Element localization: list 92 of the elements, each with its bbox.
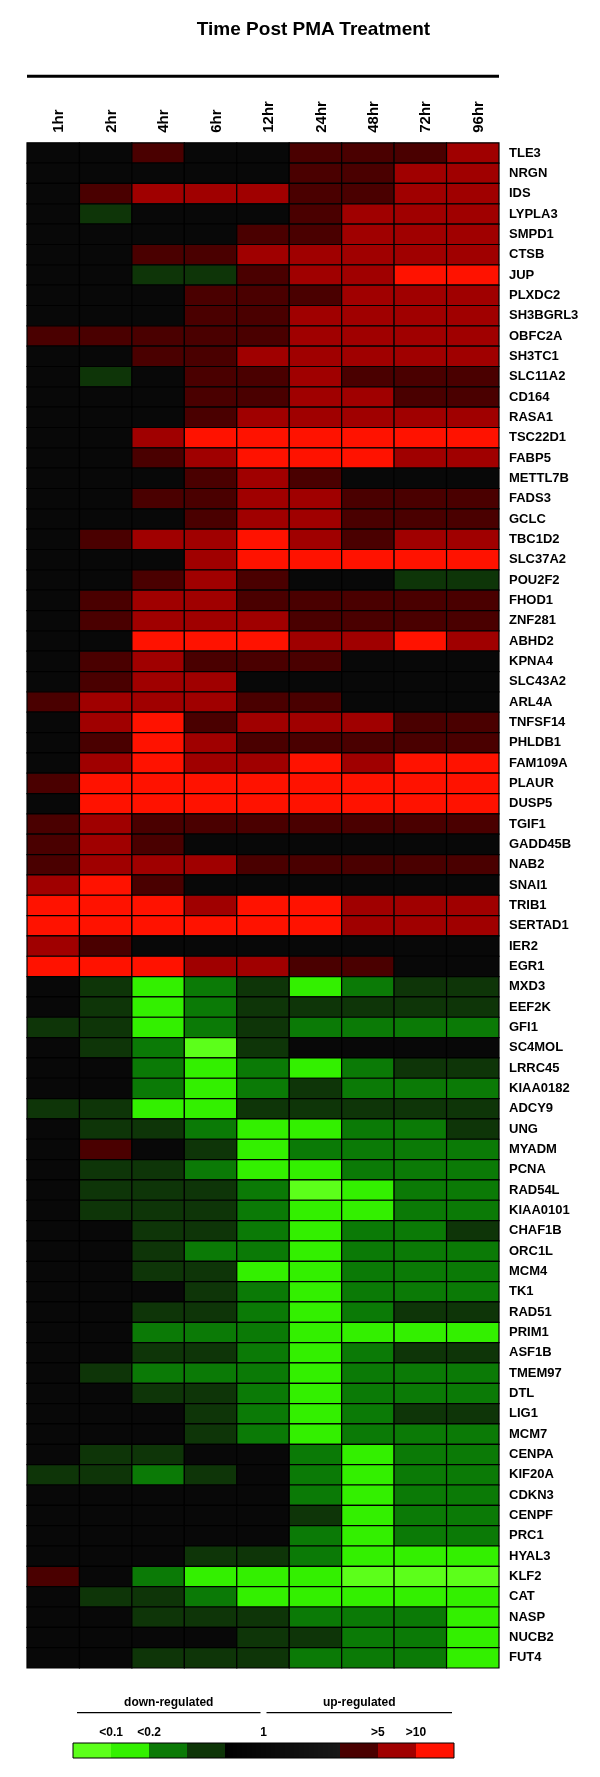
y-tick-label: JUP bbox=[509, 266, 535, 282]
y-tick-label: SLC11A2 bbox=[509, 368, 566, 384]
x-tick-label: 2hr bbox=[101, 109, 119, 133]
y-tick-label: KIF20A bbox=[509, 1466, 555, 1482]
y-tick-label: SNAI1 bbox=[509, 876, 548, 892]
text: down-regulated bbox=[124, 1695, 214, 1710]
y-tick-label: ARL4A bbox=[509, 693, 553, 709]
y-tick-label: SERTAD1 bbox=[509, 917, 569, 933]
y-tick-label: FHOD1 bbox=[509, 591, 554, 607]
y-tick-label: NRGN bbox=[509, 164, 548, 180]
text: up-regulated bbox=[322, 1695, 396, 1710]
y-tick-label: ASF1B bbox=[509, 1344, 552, 1360]
x-tick-label: 48hr bbox=[364, 100, 382, 133]
y-tick-label: KPNA4 bbox=[509, 652, 554, 668]
y-tick-label: SC4MOL bbox=[509, 1039, 564, 1055]
y-tick-label: TSC22D1 bbox=[509, 429, 567, 445]
y-tick-label: MXD3 bbox=[509, 978, 546, 994]
y-tick-label: NAB2 bbox=[509, 856, 545, 872]
y-tick-label: DUSP5 bbox=[509, 795, 553, 811]
y-tick-label: FABP5 bbox=[509, 449, 551, 465]
x-tick-label: 24hr bbox=[311, 100, 329, 133]
y-tick-label: CTSB bbox=[509, 246, 545, 262]
y-tick-label: SLC37A2 bbox=[509, 551, 567, 567]
y-tick-label: DTL bbox=[509, 1385, 535, 1401]
y-tick-label: TBC1D2 bbox=[509, 530, 560, 546]
y-tick-label: SMPD1 bbox=[509, 225, 554, 241]
y-tick-label: TLE3 bbox=[509, 144, 541, 160]
y-tick-label: IER2 bbox=[509, 937, 538, 953]
y-tick-label: CENPF bbox=[509, 1507, 554, 1523]
x-tick-label: 1hr bbox=[49, 109, 67, 133]
color-bar-label: 1 bbox=[260, 1725, 268, 1740]
y-tick-label: LYPLA3 bbox=[509, 205, 558, 221]
y-tick-label: LRRC45 bbox=[509, 1059, 560, 1075]
y-tick-label: NUCB2 bbox=[509, 1629, 554, 1645]
color-bar-label: >5 bbox=[370, 1725, 385, 1740]
y-tick-label: TNFSF14 bbox=[509, 713, 567, 729]
y-tick-label: FADS3 bbox=[509, 490, 551, 506]
y-tick-label: KIAA0182 bbox=[509, 1080, 570, 1095]
x-tick-label: 4hr bbox=[154, 109, 172, 133]
y-tick-label: ADCY9 bbox=[509, 1100, 554, 1116]
x-tick-label: 6hr bbox=[206, 109, 224, 133]
color-bar-label: <0.2 bbox=[137, 1725, 162, 1740]
y-tick-label: FAM109A bbox=[509, 754, 569, 770]
y-tick-label: HYAL3 bbox=[509, 1547, 551, 1563]
y-tick-label: RAD54L bbox=[509, 1181, 560, 1197]
y-tick-label: LIG1 bbox=[509, 1405, 538, 1421]
x-tick-label: 12hr bbox=[259, 100, 277, 133]
y-tick-label: SH3BGRL3 bbox=[509, 307, 579, 323]
y-tick-label: PRC1 bbox=[509, 1527, 544, 1543]
y-tick-label: TRIB1 bbox=[509, 896, 547, 912]
y-tick-label: RASA1 bbox=[509, 408, 554, 424]
y-tick-label: PHLDB1 bbox=[509, 734, 562, 750]
y-tick-label: RAD51 bbox=[509, 1303, 552, 1319]
y-tick-label: CAT bbox=[509, 1588, 535, 1604]
y-tick-label: POU2F2 bbox=[509, 571, 560, 587]
y-tick-label: GFI1 bbox=[509, 1018, 538, 1034]
color-bar-label: <0.1 bbox=[99, 1725, 124, 1740]
y-tick-label: CENPA bbox=[509, 1446, 555, 1462]
y-tick-label: ABHD2 bbox=[509, 632, 554, 648]
y-tick-label: GADD45B bbox=[509, 835, 572, 851]
chart-title: Time Post PMA Treatment bbox=[196, 17, 431, 39]
y-tick-label: METTL7B bbox=[509, 469, 569, 485]
y-tick-label: UNG bbox=[509, 1120, 538, 1136]
y-tick-label: ORC1L bbox=[509, 1242, 554, 1258]
color-bar-label: >10 bbox=[405, 1725, 427, 1740]
y-tick-label: GCLC bbox=[509, 510, 547, 526]
y-tick-label: SH3TC1 bbox=[509, 347, 559, 363]
y-tick-label: CD164 bbox=[509, 388, 551, 404]
y-tick-label: MCM4 bbox=[509, 1263, 549, 1279]
y-tick-label: NASP bbox=[509, 1608, 546, 1624]
y-tick-label: KIAA0101 bbox=[509, 1202, 570, 1218]
y-tick-label: SLC43A2 bbox=[509, 673, 567, 689]
y-tick-label: PLXDC2 bbox=[509, 286, 561, 302]
y-tick-label: FUT4 bbox=[509, 1649, 543, 1665]
y-tick-label: TMEM97 bbox=[509, 1364, 562, 1380]
y-tick-label: MCM7 bbox=[509, 1425, 548, 1441]
y-tick-label: TGIF1 bbox=[509, 815, 546, 831]
y-tick-label: PCNA bbox=[509, 1161, 547, 1177]
y-tick-label: PRIM1 bbox=[509, 1324, 549, 1340]
y-tick-label: CDKN3 bbox=[509, 1486, 554, 1502]
y-tick-label: PLAUR bbox=[509, 774, 555, 790]
y-tick-label: ZNF281 bbox=[509, 612, 556, 628]
y-tick-label: EEF2K bbox=[509, 998, 552, 1014]
y-tick-label: KLF2 bbox=[509, 1568, 542, 1584]
y-tick-label: MYADM bbox=[509, 1141, 557, 1157]
y-tick-label: TK1 bbox=[509, 1283, 534, 1299]
y-tick-label: EGR1 bbox=[509, 957, 545, 973]
y-tick-label: OBFC2A bbox=[509, 327, 564, 343]
y-tick-label: CHAF1B bbox=[509, 1222, 562, 1238]
x-tick-label: 96hr bbox=[468, 100, 486, 133]
y-tick-label: IDS bbox=[509, 185, 531, 201]
x-tick-label: 72hr bbox=[416, 100, 434, 133]
